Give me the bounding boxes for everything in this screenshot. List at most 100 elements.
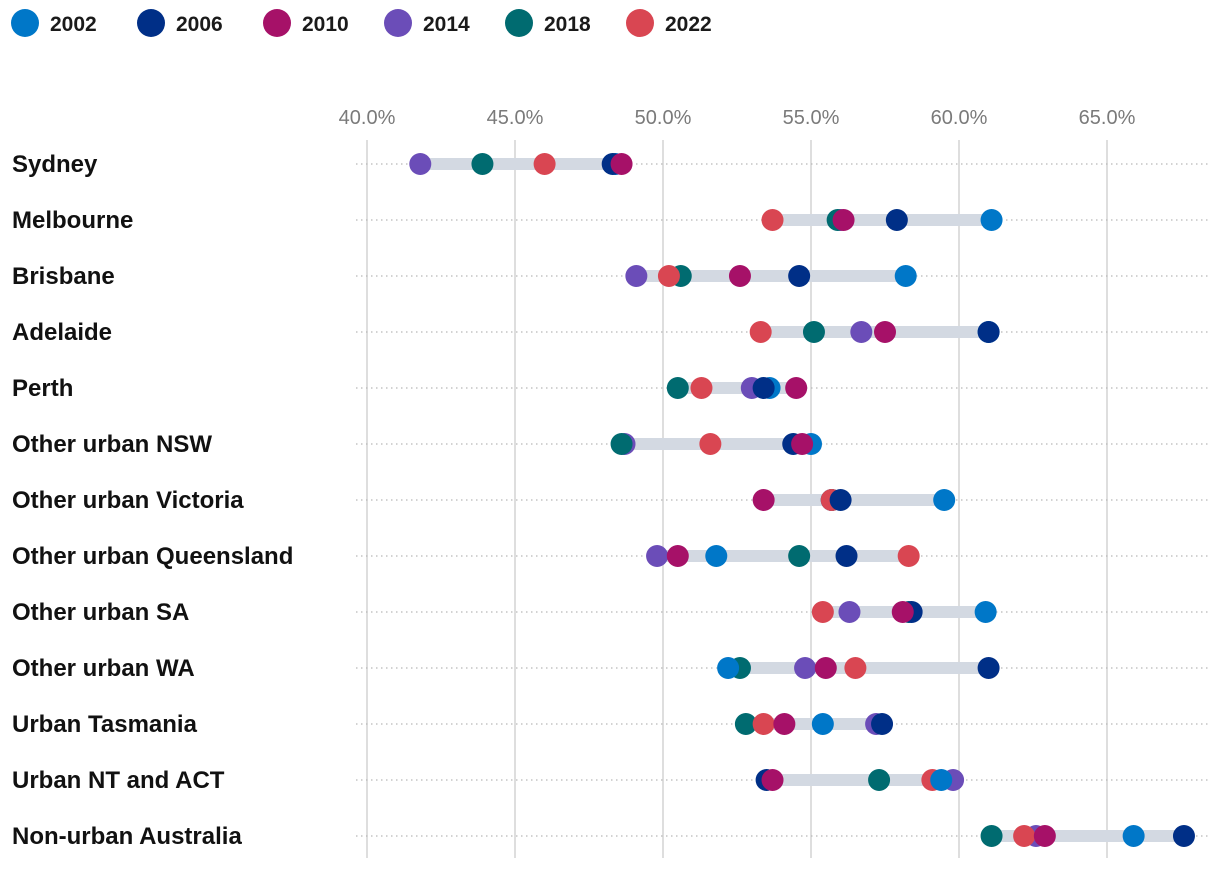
- dot-2002: [1122, 825, 1145, 847]
- legend-marker-2014: [384, 9, 412, 37]
- dot-2022: [844, 657, 867, 679]
- dot-2010: [728, 265, 751, 287]
- dot-2002: [930, 769, 953, 791]
- dot-2010: [874, 321, 896, 343]
- row-urban-nt-and-act: Urban NT and ACT: [12, 767, 1208, 794]
- row-urban-tasmania: Urban Tasmania: [12, 711, 1208, 738]
- dot-2002: [933, 489, 956, 511]
- dot-2006: [752, 377, 775, 399]
- dot-2006: [885, 209, 908, 231]
- legend-label-2002: 2002: [50, 13, 97, 36]
- category-label: Other urban Victoria: [12, 487, 244, 514]
- dot-2002: [894, 265, 917, 287]
- legend-label-2022: 2022: [665, 13, 712, 36]
- row-non-urban-australia: Non-urban Australia: [12, 823, 1208, 850]
- dot-2022: [533, 153, 556, 175]
- x-tick-label: 50.0%: [635, 107, 692, 129]
- dot-2022: [761, 209, 784, 231]
- dot-2018: [666, 377, 689, 399]
- dot-2022: [811, 601, 834, 623]
- dot-2022: [1013, 825, 1036, 847]
- dot-2006: [977, 657, 1000, 679]
- x-tick-label: 40.0%: [339, 107, 396, 129]
- dot-2010: [752, 489, 775, 511]
- legend-marker-2006: [137, 9, 165, 37]
- x-tick-label: 55.0%: [783, 107, 840, 129]
- row-other-urban-queensland: Other urban Queensland: [12, 543, 1208, 570]
- dot-2022: [690, 377, 713, 399]
- dot-2014: [409, 153, 432, 175]
- category-label: Perth: [12, 375, 73, 402]
- row-other-urban-wa: Other urban WA: [12, 655, 1208, 682]
- dot-2014: [646, 545, 669, 567]
- category-label: Urban NT and ACT: [12, 767, 225, 794]
- dot-2018: [802, 321, 825, 343]
- dot-2018: [788, 545, 811, 567]
- dot-2010: [832, 209, 855, 231]
- dot-2018: [734, 713, 757, 735]
- category-label: Other urban SA: [12, 599, 189, 626]
- dot-2014: [850, 321, 873, 343]
- dot-2006: [977, 321, 1000, 343]
- row-sydney: Sydney: [12, 151, 1208, 178]
- legend-label-2018: 2018: [544, 13, 591, 36]
- dot-2002: [705, 545, 728, 567]
- dot-2010: [785, 377, 808, 399]
- dot-2018: [471, 153, 494, 175]
- row-perth: Perth: [12, 375, 1208, 402]
- dot-2022: [897, 545, 920, 567]
- dot-2010: [761, 769, 784, 791]
- category-label: Non-urban Australia: [12, 823, 242, 850]
- dot-2022: [752, 713, 775, 735]
- category-label: Other urban Queensland: [12, 543, 293, 570]
- dot-2010: [891, 601, 914, 623]
- legend: 2002 2006 2010 2014 2018 2022: [11, 9, 712, 37]
- legend-marker-2022: [626, 9, 654, 37]
- chart-rows: Sydney Melbourne Brisbane Adelaide Perth Othe…: [12, 151, 1208, 850]
- category-label: Melbourne: [12, 207, 133, 234]
- category-label: Sydney: [12, 151, 98, 178]
- x-axis-ticks: 40.0% 45.0% 50.0% 55.0% 60.0% 65.0%: [339, 107, 1136, 129]
- dot-2022: [657, 265, 680, 287]
- dot-2010: [1033, 825, 1056, 847]
- dot-2002: [974, 601, 997, 623]
- dot-2010: [610, 153, 633, 175]
- dot-2014: [794, 657, 817, 679]
- row-melbourne: Melbourne: [12, 207, 1208, 234]
- row-other-urban-sa: Other urban SA: [12, 599, 1208, 626]
- dot-2014: [625, 265, 648, 287]
- category-label: Urban Tasmania: [12, 711, 198, 738]
- category-label: Other urban WA: [12, 655, 195, 682]
- x-tick-label: 60.0%: [931, 107, 988, 129]
- legend-label-2006: 2006: [176, 13, 223, 36]
- dot-2002: [717, 657, 740, 679]
- row-other-urban-nsw: Other urban NSW: [12, 431, 1208, 458]
- category-label: Adelaide: [12, 319, 112, 346]
- legend-marker-2002: [11, 9, 39, 37]
- row-brisbane: Brisbane: [12, 263, 1208, 290]
- dot-2022: [699, 433, 722, 455]
- dot-2010: [791, 433, 814, 455]
- category-label: Other urban NSW: [12, 431, 212, 458]
- legend-label-2014: 2014: [423, 13, 470, 36]
- dot-2010: [666, 545, 689, 567]
- row-adelaide: Adelaide: [12, 319, 1208, 346]
- row-other-urban-victoria: Other urban Victoria: [12, 487, 1208, 514]
- dot-2006: [871, 713, 894, 735]
- dot-2014: [838, 601, 861, 623]
- legend-marker-2018: [505, 9, 533, 37]
- gridlines: [366, 140, 1108, 858]
- dot-2018: [868, 769, 891, 791]
- category-label: Brisbane: [12, 263, 115, 290]
- dot-2018: [980, 825, 1003, 847]
- dot-2006: [788, 265, 811, 287]
- dot-2022: [749, 321, 772, 343]
- dot-2002: [811, 713, 834, 735]
- legend-marker-2010: [263, 9, 291, 37]
- dot-2006: [829, 489, 852, 511]
- dot-2010: [814, 657, 837, 679]
- x-tick-label: 65.0%: [1079, 107, 1136, 129]
- legend-label-2010: 2010: [302, 13, 349, 36]
- dot-2010: [773, 713, 796, 735]
